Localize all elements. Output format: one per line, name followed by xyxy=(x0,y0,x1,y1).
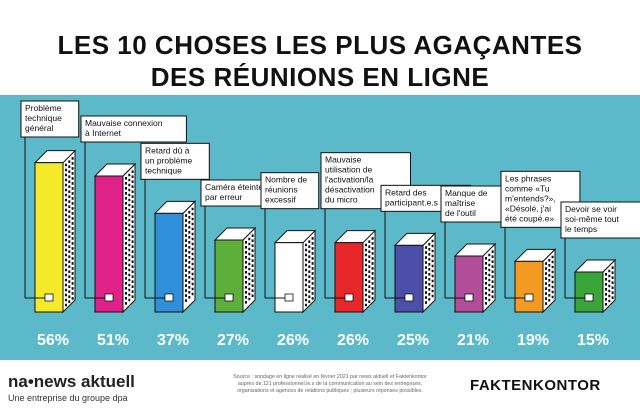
bar xyxy=(514,260,544,313)
category-label: à Internet xyxy=(85,128,122,138)
bar-windows xyxy=(65,157,74,307)
plug xyxy=(164,293,174,302)
category-label: Caméra éteinte xyxy=(205,182,263,192)
plug xyxy=(344,293,354,302)
chart-title-line-2: DES RÉUNIONS EN LIGNE xyxy=(150,62,490,92)
news-aktuell-logo: na•news aktuell xyxy=(8,372,135,391)
value-label: 21% xyxy=(457,332,489,349)
category-label: un problème xyxy=(145,155,193,165)
bar xyxy=(274,242,304,313)
category-label: Nombre de xyxy=(265,175,307,185)
value-label: 51% xyxy=(97,332,129,349)
category-label: «Désolé, j'ai xyxy=(505,203,551,213)
category-label: excessif xyxy=(265,195,296,205)
bar xyxy=(34,162,64,313)
category-label: soi-même tout xyxy=(565,214,619,224)
category-label: Manque de xyxy=(445,188,488,198)
category-label: Les phrases xyxy=(505,173,551,183)
category-label: Devoir se voir xyxy=(565,204,617,214)
category-label: maîtrise xyxy=(445,198,476,208)
value-label: 27% xyxy=(217,332,249,349)
category-label: Mauvaise xyxy=(325,155,362,165)
plug xyxy=(524,293,534,302)
value-label: 26% xyxy=(277,332,309,349)
value-label: 37% xyxy=(157,332,189,349)
bar xyxy=(454,255,484,313)
chart-area: Problème technique général 56% Mauvaise conn… xyxy=(0,95,640,360)
category-label: utilisation de xyxy=(325,165,373,175)
category-label: Retard dû à xyxy=(145,145,190,155)
bar-windows xyxy=(185,207,194,302)
plug xyxy=(404,293,414,302)
category-label: Retard des xyxy=(385,187,427,197)
plug xyxy=(224,293,234,302)
category-callout xyxy=(560,201,640,239)
bar-windows xyxy=(425,239,434,304)
bar xyxy=(94,175,124,313)
chart-title-line-1: LES 10 CHOSES LES PLUS AGAÇANTES xyxy=(57,30,583,60)
category-label: par erreur xyxy=(205,192,242,202)
value-label: 56% xyxy=(37,332,69,349)
plug xyxy=(584,293,594,302)
value-label: 15% xyxy=(577,332,609,349)
category-label: général xyxy=(25,123,53,133)
category-label: de l'outil xyxy=(445,208,476,218)
category-callout xyxy=(20,100,80,138)
category-label: comme «Tu xyxy=(505,183,550,193)
bar-windows xyxy=(545,255,554,305)
category-label: réunions xyxy=(265,185,298,195)
category-label: été coupé.e» xyxy=(505,213,554,223)
header: LES 10 CHOSES LES PLUS AGAÇANTES DES RÉU… xyxy=(0,0,640,95)
category-label: Problème xyxy=(25,103,62,113)
plug xyxy=(464,293,474,302)
faktenkontor-logo: FAKTENKONTOR xyxy=(470,377,601,394)
category-label: participant.e.s xyxy=(385,197,438,207)
category-label: technique xyxy=(25,113,62,123)
bar-windows xyxy=(485,250,494,305)
category-label: le temps xyxy=(565,224,597,234)
category-callout xyxy=(260,172,320,210)
category-callout xyxy=(80,115,187,143)
category-label: l'activation/la xyxy=(325,175,374,185)
value-label: 19% xyxy=(517,332,549,349)
category-label: désactivation xyxy=(325,185,375,195)
plug xyxy=(44,293,54,302)
category-label: m'entends?», xyxy=(505,193,556,203)
bar-windows xyxy=(245,234,254,304)
category-label: du micro xyxy=(325,195,358,205)
bar xyxy=(334,242,364,313)
value-label: 25% xyxy=(397,332,429,349)
plug xyxy=(284,293,294,302)
footer: na•news aktuell Une entreprise du groupe… xyxy=(0,360,640,412)
bar-windows xyxy=(305,237,314,307)
category-label: technique xyxy=(145,165,182,175)
tagline: Une entreprise du groupe dpa xyxy=(8,393,128,403)
category-label: Mauvaise connexion xyxy=(85,118,163,128)
bar-windows xyxy=(125,170,134,305)
value-label: 26% xyxy=(337,332,369,349)
bar xyxy=(394,244,424,313)
bar xyxy=(574,271,604,313)
source-note: Source : sondage en ligne réalisé en fév… xyxy=(233,374,427,394)
category-callout xyxy=(140,142,210,180)
plug xyxy=(104,293,114,302)
bar-windows xyxy=(365,237,374,307)
bar-windows xyxy=(605,266,614,306)
